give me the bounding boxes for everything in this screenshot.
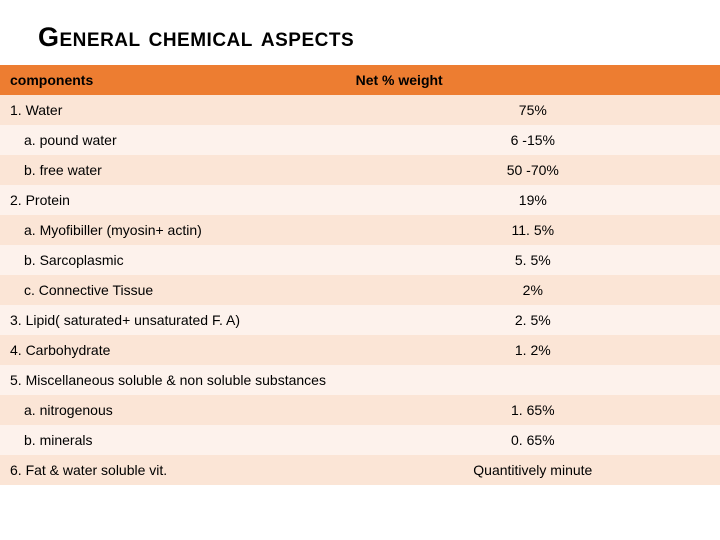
cell-value: Quantitively minute: [346, 455, 720, 485]
cell-component: a. nitrogenous: [0, 395, 346, 425]
cell-component: 5. Miscellaneous soluble & non soluble s…: [0, 365, 346, 395]
cell-component: 2. Protein: [0, 185, 346, 215]
table-row: b. free water 50 -70%: [0, 155, 720, 185]
table-row: 5. Miscellaneous soluble & non soluble s…: [0, 365, 720, 395]
table-row: 1. Water 75%: [0, 95, 720, 125]
table-row: 4. Carbohydrate 1. 2%: [0, 335, 720, 365]
cell-value: 2%: [346, 275, 720, 305]
cell-value: 19%: [346, 185, 720, 215]
cell-value: 75%: [346, 95, 720, 125]
table-row: a. Myofibiller (myosin+ actin) 11. 5%: [0, 215, 720, 245]
cell-value: [346, 365, 720, 395]
table-row: 3. Lipid( saturated+ unsaturated F. A) 2…: [0, 305, 720, 335]
slide: General chemical aspects components Net …: [0, 0, 720, 540]
cell-value: 1. 65%: [346, 395, 720, 425]
cell-component: 1. Water: [0, 95, 346, 125]
header-components: components: [0, 65, 346, 95]
cell-value: 6 -15%: [346, 125, 720, 155]
table-row: b. minerals 0. 65%: [0, 425, 720, 455]
table-row: a. pound water 6 -15%: [0, 125, 720, 155]
cell-value: 11. 5%: [346, 215, 720, 245]
table-header-row: components Net % weight: [0, 65, 720, 95]
table-row: 6. Fat & water soluble vit. Quantitively…: [0, 455, 720, 485]
table-row: a. nitrogenous 1. 65%: [0, 395, 720, 425]
table-row: c. Connective Tissue 2%: [0, 275, 720, 305]
table-row: b. Sarcoplasmic 5. 5%: [0, 245, 720, 275]
header-netweight: Net % weight: [346, 65, 720, 95]
cell-value: 0. 65%: [346, 425, 720, 455]
cell-value: 1. 2%: [346, 335, 720, 365]
cell-component: b. free water: [0, 155, 346, 185]
cell-component: c. Connective Tissue: [0, 275, 346, 305]
cell-value: 50 -70%: [346, 155, 720, 185]
cell-value: 5. 5%: [346, 245, 720, 275]
cell-component: 3. Lipid( saturated+ unsaturated F. A): [0, 305, 346, 335]
cell-component: b. Sarcoplasmic: [0, 245, 346, 275]
page-title: General chemical aspects: [0, 0, 720, 65]
cell-component: a. pound water: [0, 125, 346, 155]
cell-value: 2. 5%: [346, 305, 720, 335]
table-row: 2. Protein 19%: [0, 185, 720, 215]
cell-component: a. Myofibiller (myosin+ actin): [0, 215, 346, 245]
chemical-table: components Net % weight 1. Water 75% a. …: [0, 65, 720, 485]
cell-component: b. minerals: [0, 425, 346, 455]
cell-component: 4. Carbohydrate: [0, 335, 346, 365]
cell-component: 6. Fat & water soluble vit.: [0, 455, 346, 485]
